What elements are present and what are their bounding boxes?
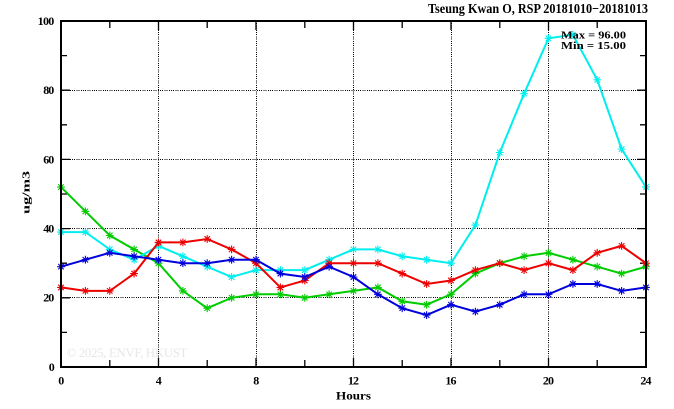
svg-text:8: 8 bbox=[253, 374, 259, 388]
svg-text:© 2025, ENVF, HKUST: © 2025, ENVF, HKUST bbox=[67, 345, 188, 360]
svg-text:24: 24 bbox=[640, 374, 651, 388]
svg-text:80: 80 bbox=[43, 83, 54, 97]
svg-text:12: 12 bbox=[348, 374, 359, 388]
svg-text:20: 20 bbox=[543, 374, 554, 388]
svg-text:Tseung Kwan O, RSP 20181010−20: Tseung Kwan O, RSP 20181010−20181013 bbox=[428, 2, 648, 17]
svg-text:Max = 96.00: Max = 96.00 bbox=[561, 30, 627, 42]
svg-text:0: 0 bbox=[49, 360, 55, 374]
svg-text:0: 0 bbox=[58, 374, 64, 388]
svg-text:ug/m3: ug/m3 bbox=[21, 170, 33, 214]
svg-text:20: 20 bbox=[43, 291, 54, 305]
svg-text:Hours: Hours bbox=[336, 389, 371, 403]
svg-text:16: 16 bbox=[445, 374, 456, 388]
svg-text:Min = 15.00: Min = 15.00 bbox=[561, 40, 627, 52]
svg-text:100: 100 bbox=[38, 14, 55, 28]
svg-text:4: 4 bbox=[156, 374, 162, 388]
svg-text:40: 40 bbox=[43, 222, 54, 236]
svg-text:60: 60 bbox=[43, 152, 54, 166]
